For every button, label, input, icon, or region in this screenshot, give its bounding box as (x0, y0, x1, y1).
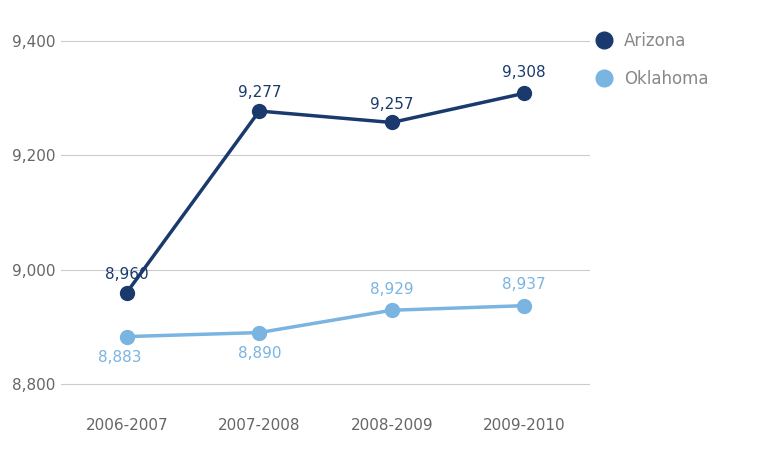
Line: Arizona: Arizona (120, 86, 531, 299)
Arizona (254, 108, 264, 114)
Text: 9,257: 9,257 (370, 97, 413, 112)
Arizona (123, 290, 132, 295)
Arizona (388, 120, 397, 125)
Text: 8,929: 8,929 (370, 281, 413, 296)
Legend: Arizona, Oklahoma: Arizona, Oklahoma (604, 32, 709, 88)
Text: 8,883: 8,883 (98, 349, 142, 364)
Oklahoma (123, 334, 132, 340)
Text: 9,308: 9,308 (503, 65, 546, 80)
Text: 8,937: 8,937 (503, 277, 546, 292)
Arizona (520, 91, 529, 96)
Oklahoma (254, 330, 264, 335)
Text: 8,960: 8,960 (105, 266, 148, 281)
Oklahoma (388, 308, 397, 313)
Text: 8,890: 8,890 (238, 346, 281, 361)
Oklahoma (520, 303, 529, 309)
Line: Oklahoma: Oklahoma (120, 299, 531, 343)
Text: 9,277: 9,277 (238, 85, 281, 100)
